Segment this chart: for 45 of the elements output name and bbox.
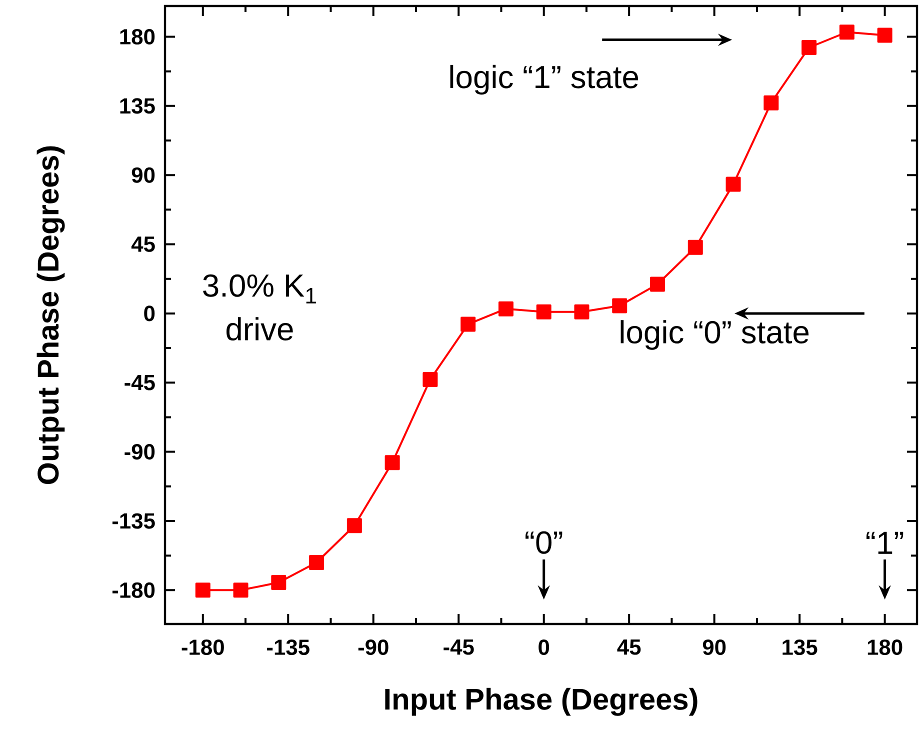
y-tick-label: 0 — [144, 306, 155, 322]
point — [498, 301, 514, 316]
x-tick-label: 0 — [538, 639, 550, 656]
point — [233, 582, 248, 598]
point — [195, 582, 210, 598]
annotation: logic “1” state — [450, 64, 638, 95]
point — [460, 316, 476, 332]
point — [309, 554, 324, 570]
x-tick-label: -135 — [267, 639, 310, 656]
point — [346, 518, 362, 534]
annotation: “0” — [526, 531, 562, 554]
x-axis-title: Input Phase (Degrees) — [385, 688, 698, 716]
point — [384, 455, 400, 470]
y-tick-label: 45 — [131, 236, 155, 252]
point — [536, 304, 552, 320]
x-tick-label: 180 — [868, 639, 902, 656]
x-tick-label: 45 — [617, 640, 641, 655]
x-tick-label: -90 — [358, 639, 388, 656]
point — [422, 372, 438, 388]
annotation: 3.0% K$_{1}$ — [203, 274, 316, 304]
y-axis-title: Output Phase (Degrees) — [36, 146, 65, 484]
point — [688, 240, 703, 255]
point — [839, 24, 854, 40]
point — [271, 574, 286, 590]
y-tick-label: -45 — [124, 374, 155, 390]
point — [650, 276, 666, 292]
y-tick-label: 135 — [120, 98, 155, 114]
y-tick-label: -90 — [124, 444, 155, 460]
point — [612, 298, 628, 314]
point — [877, 28, 892, 43]
x-tick-label: -45 — [444, 640, 474, 655]
point — [726, 176, 741, 192]
annotation: “1” — [866, 532, 904, 554]
x-tick-label: -180 — [182, 639, 224, 656]
y-tick-label: 90 — [132, 167, 155, 183]
point — [802, 40, 817, 55]
y-tick-label: 180 — [120, 28, 155, 44]
y-tick-label: -180 — [112, 582, 155, 598]
annotation: drive — [226, 317, 293, 341]
y-tick-label: -135 — [112, 513, 155, 529]
point — [764, 95, 779, 110]
point — [574, 304, 590, 320]
annotation: logic “0” state — [620, 320, 809, 350]
x-tick-label: 135 — [782, 639, 818, 656]
x-tick-label: 90 — [702, 639, 726, 656]
